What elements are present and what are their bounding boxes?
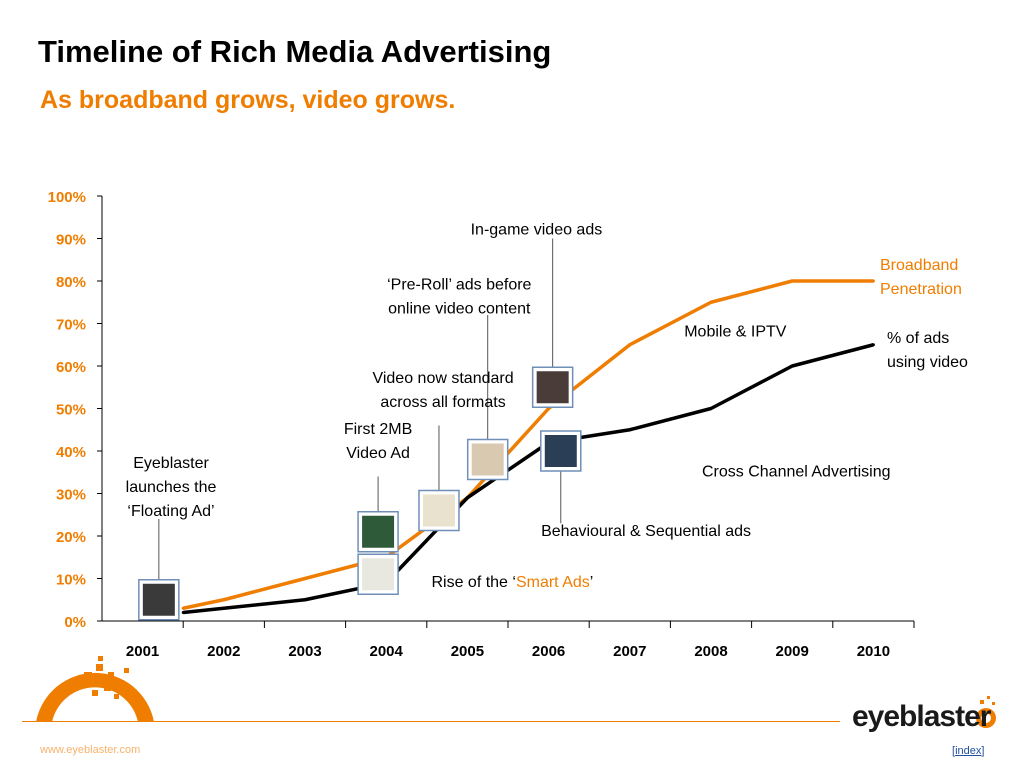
index-link-label[interactable]: index xyxy=(955,745,982,757)
x-tick-label: 2004 xyxy=(370,643,404,660)
series-point xyxy=(303,577,307,580)
thumbnail-image xyxy=(536,371,569,404)
timeline-annotation: ‘Pre-Roll’ ads before xyxy=(387,277,531,294)
series-label: Broadband xyxy=(880,257,958,274)
eyeblaster-logo-mark xyxy=(976,696,996,728)
chart-annotations: Broadband Penetration % of ads using video I… xyxy=(126,221,968,591)
timeline-annotation: Video now standard xyxy=(372,370,513,387)
y-tick-label: 0% xyxy=(64,614,86,631)
y-tick-label: 40% xyxy=(56,444,86,461)
smart-ads-suffix: ’ xyxy=(590,574,594,591)
series-point xyxy=(709,300,713,304)
footer-divider xyxy=(22,721,840,722)
index-open-bracket: [ xyxy=(952,745,956,757)
slide-title: Timeline of Rich Media Advertising xyxy=(38,34,552,69)
timeline-annotation: Eyeblaster xyxy=(133,455,209,472)
timeline-annotation: Behavioural & Sequential ads xyxy=(541,523,751,540)
y-tick-label: 20% xyxy=(56,529,86,546)
series-point xyxy=(790,279,794,283)
smart-ads-highlight: Smart Ads xyxy=(516,574,590,591)
x-tick-label: 2005 xyxy=(451,643,484,660)
x-tick-label: 2009 xyxy=(776,643,809,660)
y-tick-label: 100% xyxy=(48,189,86,206)
series-point xyxy=(222,598,226,602)
series-point xyxy=(628,343,632,347)
first-video-ad-thumbnail-1 xyxy=(357,511,399,553)
footer-index-link[interactable]: [index] xyxy=(952,745,984,757)
x-tick-label: 2002 xyxy=(207,643,240,660)
series-point xyxy=(628,428,632,432)
smart-ads-annotation: Rise of the ‘Smart Ads’ xyxy=(431,574,593,591)
pre-roll-thumbnail xyxy=(466,438,509,481)
timeline-annotation: across all formats xyxy=(380,394,505,411)
thumbnail-image xyxy=(362,558,395,591)
series-point xyxy=(871,279,875,283)
thumbnail-image xyxy=(362,515,395,548)
timeline-annotation: online video content xyxy=(388,301,531,318)
series-point xyxy=(465,496,469,500)
y-tick-label: 50% xyxy=(56,402,86,419)
x-tick-label: 2008 xyxy=(694,643,727,660)
x-tick-label: 2001 xyxy=(126,643,159,660)
index-close-bracket: ] xyxy=(981,745,985,757)
thumbnail-image xyxy=(471,443,504,476)
floating-ad-thumbnail xyxy=(138,579,180,621)
video-standard-thumbnail xyxy=(418,489,460,532)
timeline-annotation: Video Ad xyxy=(346,445,410,462)
footer-website-url: www.eyeblaster.com xyxy=(40,744,141,756)
x-tick-label: 2007 xyxy=(613,643,646,660)
eyeblaster-splash-graphic xyxy=(36,656,154,722)
timeline-annotation: In-game video ads xyxy=(471,221,603,238)
series-point xyxy=(303,598,307,602)
y-tick-label: 30% xyxy=(56,487,86,504)
timeline-annotation: launches the xyxy=(126,479,217,496)
y-tick-label: 70% xyxy=(56,317,86,334)
series-point xyxy=(222,606,226,610)
annotation-leader-lines xyxy=(158,238,562,580)
eyeblaster-logo-text: eyeblaster xyxy=(852,700,991,733)
thumbnail-image xyxy=(142,583,175,616)
thumbnail-image xyxy=(422,494,455,527)
series-point xyxy=(709,407,713,410)
slide-subtitle: As broadband grows, video grows. xyxy=(40,86,456,114)
series-label: Penetration xyxy=(880,281,962,298)
series-point xyxy=(790,364,794,368)
in-game-thumbnail xyxy=(531,366,574,408)
smart-ads-prefix: Rise of the ‘ xyxy=(431,574,515,591)
series-point xyxy=(181,611,185,614)
timeline-annotation: ‘Floating Ad’ xyxy=(127,503,214,520)
behavioural-thumbnail xyxy=(540,430,582,472)
series-label: % of ads xyxy=(887,330,949,347)
thumbnail-image xyxy=(544,435,577,467)
series-point xyxy=(181,606,185,610)
ad-thumbnails xyxy=(138,366,582,621)
timeline-annotation: Mobile & IPTV xyxy=(684,323,787,340)
x-tick-label: 2006 xyxy=(532,643,565,660)
chart-ticks: 0% 10% 20% 30% 40% 50% 60% 70% 80% 90% 100% 2001 200… xyxy=(48,189,915,660)
y-tick-label: 90% xyxy=(56,232,86,249)
y-tick-label: 10% xyxy=(56,572,86,589)
y-tick-label: 80% xyxy=(56,274,86,291)
timeline-annotation: First 2MB xyxy=(344,421,412,438)
x-tick-label: 2003 xyxy=(288,643,321,660)
series-point xyxy=(871,343,875,347)
first-video-ad-thumbnail-2 xyxy=(357,553,399,595)
y-tick-label: 60% xyxy=(56,359,86,376)
chart-axes xyxy=(101,196,914,622)
timeline-annotation: Cross Channel Advertising xyxy=(702,464,891,481)
x-tick-label: 2010 xyxy=(857,643,890,660)
series-label: using video xyxy=(887,354,968,371)
